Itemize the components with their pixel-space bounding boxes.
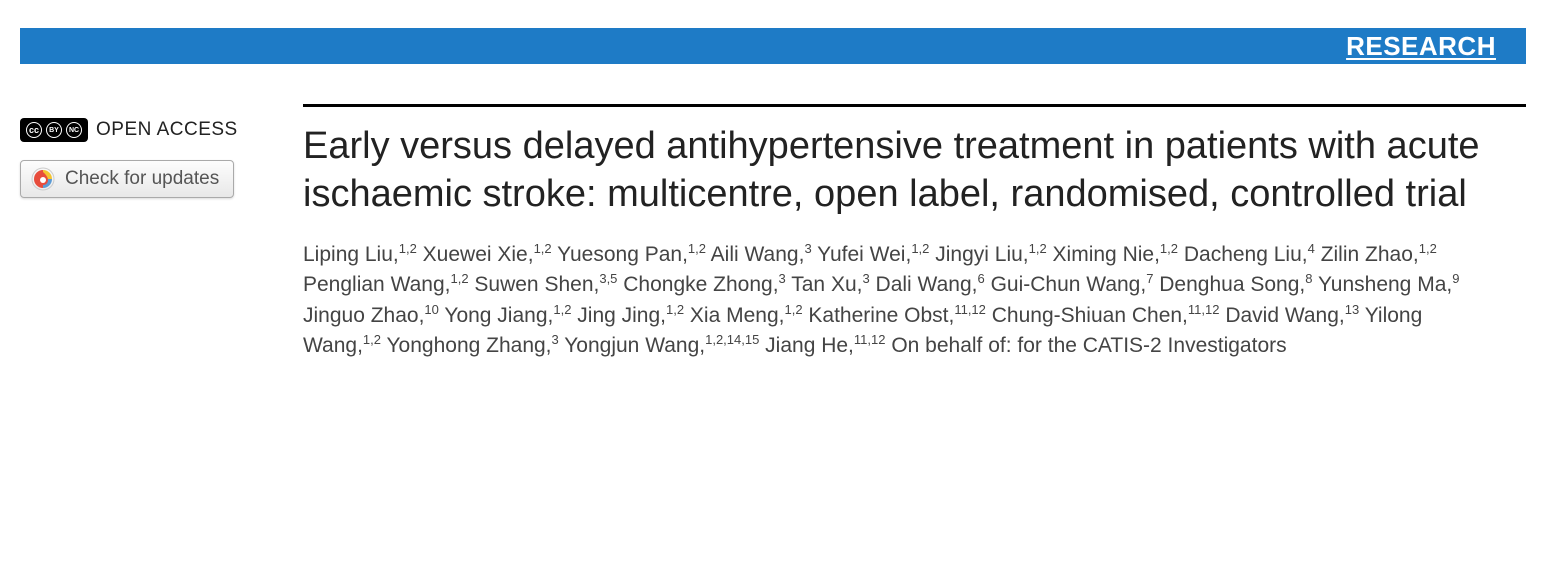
author: Liping Liu, [303,243,399,266]
section-header-bar: RESEARCH [20,28,1526,64]
check-updates-button[interactable]: Check for updates [20,160,234,198]
author-list: Liping Liu,1,2 Xuewei Xie,1,2 Yuesong Pa… [303,240,1506,362]
author-affiliation: 1,2 [911,241,929,256]
author: Yufei Wei, [817,243,911,266]
author-affiliation: 11,12 [1188,302,1220,317]
author-affiliation: 1,2 [399,241,417,256]
author: Chung-Shiuan Chen, [992,304,1188,327]
open-access-row: cc BY NC OPEN ACCESS [20,118,278,142]
author: Katherine Obst, [808,304,954,327]
author-affiliation: 1,2 [1419,241,1437,256]
cc-license-badge: cc BY NC [20,118,88,142]
author: Yuesong Pan, [557,243,688,266]
author: David Wang, [1225,304,1344,327]
author-affiliation: 8 [1305,271,1312,286]
author: Aili Wang, [711,243,805,266]
article-main: Early versus delayed antihypertensive tr… [303,104,1526,362]
author-affiliation: 1,2 [450,271,468,286]
author-affiliation: 10 [424,302,438,317]
author-affiliation: 4 [1308,241,1315,256]
author-affiliation: 9 [1452,271,1459,286]
author-affiliation: 3 [804,241,811,256]
author: Ximing Nie, [1053,243,1160,266]
author: Yunsheng Ma, [1318,273,1452,296]
author: Jing Jing, [577,304,666,327]
author: Xia Meng, [690,304,785,327]
content-wrapper: cc BY NC OPEN ACCESS Check for upda [20,104,1526,362]
check-updates-label: Check for updates [65,168,219,190]
author: Dali Wang, [876,273,978,296]
author-affiliation: 1,2 [784,302,802,317]
author: Jinguo Zhao, [303,304,424,327]
author: Yonghong Zhang, [386,334,551,357]
nc-icon: NC [66,122,82,138]
author: Denghua Song, [1159,273,1305,296]
on-behalf-text: On behalf of: for the CATIS-2 Investigat… [891,334,1286,357]
author-affiliation: 3,5 [599,271,617,286]
author-affiliation: 11,12 [954,302,986,317]
author-affiliation: 13 [1345,302,1359,317]
author: Gui-Chun Wang, [991,273,1147,296]
author-affiliation: 11,12 [854,332,886,347]
sidebar: cc BY NC OPEN ACCESS Check for upda [20,104,278,362]
by-icon: BY [46,122,62,138]
author-affiliation: 1,2 [666,302,684,317]
author-affiliation: 1,2 [553,302,571,317]
author: Jingyi Liu, [935,243,1028,266]
cc-icon: cc [26,122,42,138]
author-affiliation: 3 [862,271,869,286]
author: Xuewei Xie, [423,243,534,266]
author: Penglian Wang, [303,273,450,296]
author-affiliation: 1,2 [534,241,552,256]
author: Jiang He, [765,334,854,357]
author-affiliation: 1,2 [688,241,706,256]
author-affiliation: 1,2,14,15 [705,332,759,347]
crossmark-icon [31,167,55,191]
author-affiliation: 3 [779,271,786,286]
author: Suwen Shen, [474,273,599,296]
author-affiliation: 7 [1146,271,1153,286]
author: Chongke Zhong, [623,273,778,296]
author: Yongjun Wang, [564,334,705,357]
section-label: RESEARCH [1346,31,1496,62]
article-title: Early versus delayed antihypertensive tr… [303,123,1506,218]
author: Dacheng Liu, [1184,243,1308,266]
author-affiliation: 3 [552,332,559,347]
author-affiliation: 1,2 [1160,241,1178,256]
author-affiliation: 1,2 [1029,241,1047,256]
author-affiliation: 1,2 [363,332,381,347]
author: Yong Jiang, [444,304,553,327]
author: Zilin Zhao, [1321,243,1419,266]
author-affiliation: 6 [977,271,984,286]
author: Tan Xu, [791,273,862,296]
open-access-label: OPEN ACCESS [96,119,238,141]
